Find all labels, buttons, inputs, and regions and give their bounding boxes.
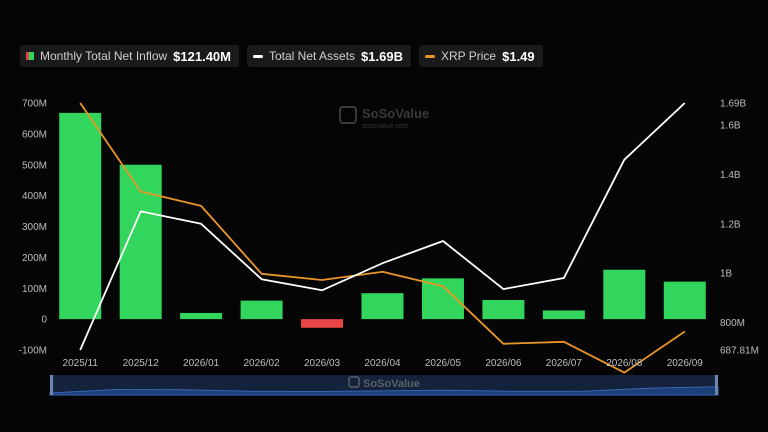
legend-value-net-assets: $1.69B xyxy=(361,48,403,64)
x-tick-label: 2026/05 xyxy=(425,358,462,369)
navigator-watermark-icon xyxy=(348,376,360,388)
chart-legend: Monthly Total Net Inflow $121.40M Total … xyxy=(20,45,543,67)
inflow-bar[interactable] xyxy=(663,281,706,320)
right-tick-label: 1.2B xyxy=(720,219,741,230)
x-tick-label: 2025/11 xyxy=(63,358,99,369)
inflow-bar[interactable] xyxy=(421,278,464,320)
x-tick-label: 2026/03 xyxy=(304,358,341,369)
left-tick-label: 100M xyxy=(22,284,47,295)
left-tick-label: 500M xyxy=(22,160,47,171)
x-tick-label: 2026/08 xyxy=(606,358,643,369)
x-tick-label: 2026/09 xyxy=(667,358,704,369)
inflow-bar[interactable] xyxy=(180,312,223,320)
net-assets-line[interactable] xyxy=(79,102,686,351)
navigator-area xyxy=(49,386,719,396)
x-tick-label: 2026/01 xyxy=(183,358,220,369)
inflow-bar[interactable] xyxy=(542,310,585,320)
net-inflow-bars xyxy=(59,112,706,328)
inflow-bar[interactable] xyxy=(482,299,525,320)
xrp-price-swatch xyxy=(424,54,435,58)
legend-label-net-inflow: Monthly Total Net Inflow xyxy=(40,49,168,63)
legend-item-net-inflow[interactable]: Monthly Total Net Inflow $121.40M xyxy=(20,45,239,67)
navigator-watermark-brand: SoSoValue xyxy=(363,378,420,390)
inflow-bar[interactable] xyxy=(119,164,162,320)
x-tick-label: 2026/07 xyxy=(546,358,583,369)
watermark-url: sosovalue.com xyxy=(362,123,409,130)
net-assets-swatch xyxy=(253,54,263,58)
right-tick-label: 800M xyxy=(720,318,745,329)
x-tick-label: 2025/12 xyxy=(123,358,160,369)
legend-value-xrp-price: $1.49 xyxy=(502,48,535,64)
x-tick-label: 2026/02 xyxy=(244,358,281,369)
watermark-logo-icon xyxy=(339,106,357,124)
watermark-top: SoSoValue sosovalue.com xyxy=(339,106,429,130)
inflow-bar[interactable] xyxy=(301,319,344,328)
right-tick-label: 1.6B xyxy=(720,121,741,132)
left-tick-label: 300M xyxy=(22,222,47,233)
x-axis: 2025/11 2025/12 2026/01 2026/02 2026/03 2026/… xyxy=(63,358,704,369)
inflow-bar[interactable] xyxy=(361,293,404,320)
legend-value-net-inflow: $121.40M xyxy=(173,48,231,64)
left-tick-label: -100M xyxy=(19,346,47,357)
legend-item-net-assets[interactable]: Total Net Assets $1.69B xyxy=(247,45,411,67)
right-tick-label: 1.4B xyxy=(720,170,741,181)
x-tick-label: 2026/06 xyxy=(485,358,522,369)
range-navigator[interactable]: SoSoValue xyxy=(49,375,719,396)
left-tick-label: 400M xyxy=(22,191,47,202)
net-inflow-swatch xyxy=(26,52,34,60)
inflow-bar[interactable] xyxy=(240,300,283,320)
watermark-brand: SoSoValue xyxy=(362,106,429,121)
inflow-bar[interactable] xyxy=(603,269,646,320)
xrp-price-line[interactable] xyxy=(79,102,686,374)
left-tick-label: 700M xyxy=(22,99,47,110)
legend-item-xrp-price[interactable]: XRP Price $1.49 xyxy=(418,45,543,67)
right-tick-label: 1B xyxy=(720,269,733,280)
legend-label-xrp-price: XRP Price xyxy=(440,49,497,63)
x-tick-label: 2026/04 xyxy=(364,358,401,369)
inflow-bar[interactable] xyxy=(59,112,102,320)
legend-label-net-assets: Total Net Assets xyxy=(269,49,356,63)
right-tick-label: 687.81M xyxy=(720,346,759,357)
left-tick-label: 600M xyxy=(22,129,47,140)
left-tick-label: 0 xyxy=(41,315,47,326)
navigator-left-handle[interactable] xyxy=(50,375,53,395)
left-axis: -100M 0 100M 200M 300M 400M 500M 600M 700M xyxy=(19,99,48,357)
right-axis: 687.81M 800M 1B 1.2B 1.4B 1.6B 1.69B xyxy=(720,99,759,357)
chart-lines xyxy=(79,102,686,374)
left-tick-label: 200M xyxy=(22,253,47,264)
navigator-right-handle[interactable] xyxy=(715,375,718,395)
right-tick-label: 1.69B xyxy=(720,99,746,110)
